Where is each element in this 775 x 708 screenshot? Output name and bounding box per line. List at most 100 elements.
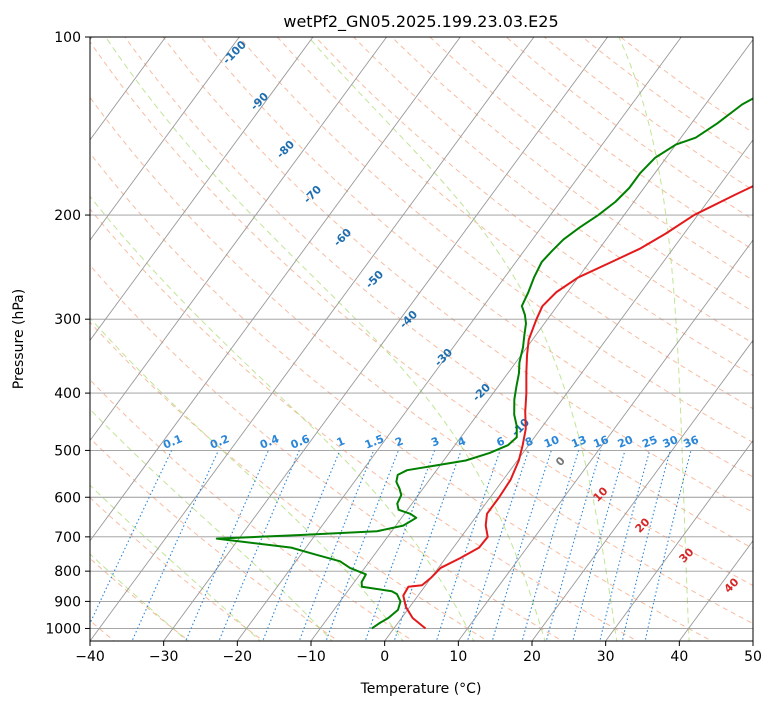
moist-adiabat [90, 553, 189, 641]
dry-adiabat [90, 321, 489, 641]
mixing-ratio-line [325, 450, 399, 641]
mixing-ratio-line [262, 450, 341, 641]
x-tick-label: −30 [149, 649, 179, 665]
mixing-ratio-line [90, 450, 173, 625]
dry-adiabat [391, 37, 753, 312]
isotherm [752, 640, 753, 641]
isotherm [605, 439, 753, 641]
isotherm [90, 37, 240, 241]
x-tick-label: 20 [523, 649, 541, 665]
dry-adiabat [162, 37, 753, 513]
mixing-ratio-line [572, 450, 626, 641]
mixing-ratio-line [298, 450, 375, 641]
mixing-ratio-label: 25 [640, 433, 659, 451]
moist-adiabat-label: 0 [553, 454, 568, 469]
x-tick-label: 40 [670, 649, 688, 665]
isotherm [457, 239, 753, 641]
line-labels: 0.1 0.2 0.4 0.6 1 1.5 2 3 4 6 8 10 13 16 20 25 30 36-100-… [161, 38, 741, 596]
dry-adiabat-label: -60 [331, 226, 354, 249]
mixing-ratio-label: 0.6 [289, 432, 312, 451]
dry-adiabat-label: -70 [301, 183, 324, 206]
x-tick-label: −20 [223, 649, 253, 665]
y-tick-label: 100 [54, 30, 81, 46]
y-tick-label: 800 [54, 564, 81, 580]
x-tick-label: −40 [75, 649, 105, 665]
y-tick-label: 200 [54, 208, 81, 224]
x-tick-label: 50 [744, 649, 762, 665]
isotherm [310, 38, 753, 641]
dry-adiabat [90, 152, 713, 641]
dry-adiabat [581, 37, 753, 162]
mixing-ratio-line [491, 450, 552, 641]
dry-adiabat-label: -20 [470, 381, 493, 404]
chart-title: wetPf2_GN05.2025.199.23.03.E25 [283, 12, 558, 32]
dry-adiabat [90, 497, 265, 641]
mixing-ratio-label: 10 [542, 433, 561, 451]
mixing-ratio-line [644, 450, 692, 641]
mixing-ratio-label: 30 [661, 433, 680, 451]
mixing-ratio-line [364, 450, 436, 641]
mixing-ratio-label: 8 [523, 434, 535, 449]
mixing-ratio-line [466, 450, 530, 641]
mixing-ratio-label: 2 [393, 434, 405, 449]
y-axis-label: Pressure (hPa) [11, 289, 27, 389]
moist-adiabat [762, 37, 775, 643]
dry-adiabat [200, 37, 753, 478]
moist-adiabat [618, 37, 690, 641]
y-tick-label: 700 [54, 530, 81, 546]
x-tick-label: 0 [380, 649, 389, 665]
dewpoint-profile [215, 97, 753, 630]
mixing-ratio-label: 20 [616, 433, 635, 451]
dry-adiabat [429, 37, 753, 281]
background-lines [90, 37, 775, 643]
mixing-ratio-label: 3 [429, 434, 441, 449]
dry-adiabat-label: -100 [220, 38, 249, 67]
dry-adiabat-label: -90 [248, 90, 271, 113]
mixing-ratio-line [185, 450, 269, 641]
y-tick-label: 400 [54, 386, 81, 402]
isotherm [531, 339, 753, 641]
y-tick-label: 300 [54, 312, 81, 328]
moist-adiabat-label: 40 [722, 575, 742, 595]
x-axis-label: Temperature (°C) [360, 681, 482, 697]
moist-adiabat [90, 317, 404, 641]
mixing-ratio-label: 16 [592, 433, 611, 451]
isotherm [90, 37, 314, 342]
temperature-profile [402, 185, 753, 630]
isotherm [90, 37, 461, 542]
y-tick-label: 1000 [45, 621, 81, 637]
dry-adiabat [505, 37, 753, 221]
dry-adiabat-label: -80 [274, 138, 297, 161]
mixing-ratio-line [521, 450, 580, 641]
plot-frame [89, 36, 754, 642]
y-tick-label: 500 [54, 443, 81, 459]
moist-adiabat [90, 408, 333, 641]
mixing-ratio-line [393, 450, 462, 641]
mixing-ratio-line [218, 450, 300, 641]
dry-adiabat [90, 557, 190, 641]
mixing-ratio-line [435, 450, 501, 641]
dry-adiabat [90, 96, 753, 625]
mixing-ratio-label: 0.1 [161, 432, 184, 451]
dry-adiabat [238, 37, 753, 444]
mixing-ratio-label: 13 [569, 433, 588, 451]
isotherm [90, 37, 167, 141]
isotherm [236, 37, 682, 641]
mixing-ratio-label: 1 [335, 434, 347, 449]
moist-adiabat [105, 37, 546, 641]
mixing-ratio-line [545, 450, 602, 641]
mixing-ratio-label: 0.4 [258, 432, 281, 451]
profiles [215, 97, 753, 630]
isotherm [384, 139, 753, 641]
x-ticks: −40 −30 −20 −10 0 10 20 30 40 50 [75, 641, 762, 665]
x-tick-label: −10 [296, 649, 326, 665]
moist-adiabat-label: 30 [677, 545, 697, 565]
mixing-ratio-line [621, 450, 671, 641]
moist-adiabat [90, 484, 261, 641]
mixing-ratio-label: 0.2 [208, 432, 231, 451]
mixing-ratio-line [599, 450, 651, 641]
dry-adiabat [90, 208, 639, 641]
y-ticks: 100 200 300 400 500 600 700 800 900 1000 [45, 30, 90, 637]
isotherm [90, 37, 388, 442]
